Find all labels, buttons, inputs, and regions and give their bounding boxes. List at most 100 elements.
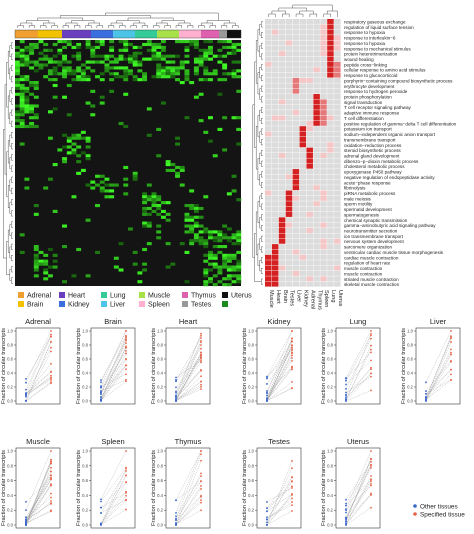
heatmap-cell xyxy=(66,151,72,155)
point-specified-tissue xyxy=(125,450,127,452)
heatmap-cell xyxy=(146,242,152,246)
heatmap-cell xyxy=(118,57,124,61)
y-tick-label: 0.2 xyxy=(82,385,88,390)
go-heatmap-cell xyxy=(334,61,341,67)
go-heatmap-cell xyxy=(320,136,327,142)
column-label-liver: Liver xyxy=(296,290,302,302)
heatmap-cell xyxy=(198,215,204,219)
heatmap-cell xyxy=(203,239,209,243)
y-axis-label: Fraction of circular transcripts xyxy=(151,328,157,404)
go-heatmap-cell xyxy=(320,83,327,89)
legend-label-brain: Brain xyxy=(27,302,43,309)
y-tick-label: 0.6 xyxy=(248,357,254,362)
heatmap-cell xyxy=(151,204,157,208)
heatmap-cell xyxy=(189,227,195,231)
paired-line xyxy=(175,358,202,392)
point-specified-tissue xyxy=(291,510,293,512)
paired-line xyxy=(345,345,372,401)
heatmap-cell xyxy=(99,101,105,105)
go-heatmap-cell xyxy=(265,281,272,287)
paired-line xyxy=(266,357,293,402)
heatmap-cell xyxy=(76,57,82,61)
point-other-tissues xyxy=(345,509,347,511)
dendrogram-branch xyxy=(62,25,69,28)
heatmap-cell xyxy=(160,209,166,213)
point-other-tissues xyxy=(425,399,427,402)
paired-line xyxy=(25,460,52,525)
heatmap-cell xyxy=(146,57,152,61)
go-term-label: adaptive immune response xyxy=(344,111,400,116)
heatmap-cell xyxy=(99,189,105,193)
go-heatmap-cell xyxy=(320,19,327,24)
go-term-label: dibenzo−p−dioxin metabolic process xyxy=(344,159,419,164)
go-heatmap-cell xyxy=(334,24,341,30)
column-label-muscle: Muscle xyxy=(268,290,274,308)
heatmap-cell xyxy=(15,116,20,120)
dendrogram-branch xyxy=(37,17,84,21)
paired-line xyxy=(25,377,52,396)
heatmap-cell xyxy=(165,242,171,246)
paired-line xyxy=(425,337,452,400)
go-heatmap-cell xyxy=(271,72,279,78)
heatmap-cell xyxy=(231,60,237,64)
go-heatmap-cell xyxy=(334,131,341,137)
point-specified-tissue xyxy=(291,467,293,470)
dendrogram-branch xyxy=(259,152,262,164)
heatmap-cell xyxy=(118,242,124,246)
heatmap-cell xyxy=(99,186,105,190)
heatmap-cell xyxy=(66,40,72,44)
go-heatmap-cell xyxy=(327,185,334,191)
heatmap-cell xyxy=(80,151,86,155)
go-heatmap-cell xyxy=(299,238,307,244)
heatmap-cell xyxy=(62,60,67,64)
point-specified-tissue xyxy=(200,359,202,362)
y-tick-label: 1.0 xyxy=(327,449,333,454)
go-heatmap-cell xyxy=(278,174,286,180)
legend-marker xyxy=(413,504,417,508)
heatmap-cell xyxy=(90,113,96,117)
go-heatmap-cell xyxy=(320,195,327,201)
heatmap-cell xyxy=(212,54,218,58)
heatmap-cell xyxy=(208,277,213,281)
paired-line xyxy=(100,381,127,401)
point-other-tissues xyxy=(100,512,102,514)
heatmap-cell xyxy=(184,212,190,216)
heatmap-cell xyxy=(236,236,242,240)
go-heatmap-cell xyxy=(313,206,320,212)
panel-frame xyxy=(256,447,302,529)
legend-swatch xyxy=(139,292,145,298)
heatmap-cell xyxy=(165,163,171,167)
heatmap-cell xyxy=(236,142,242,146)
heatmap-cell xyxy=(15,60,20,64)
dendrogram-branch xyxy=(261,96,263,103)
heatmap-cell xyxy=(15,54,20,58)
paired-line xyxy=(266,487,293,503)
heatmap-cell xyxy=(62,66,67,70)
point-other-tissues xyxy=(266,375,268,378)
go-heatmap-cell xyxy=(265,131,272,137)
paired-line xyxy=(25,463,52,526)
heatmap-cell xyxy=(203,268,209,272)
y-tick-label: 0.6 xyxy=(248,478,254,483)
dendrogram-branch xyxy=(11,132,13,139)
heatmap-cell xyxy=(170,66,176,70)
point-other-tissues xyxy=(175,391,177,394)
dendrogram-branch xyxy=(282,13,290,17)
go-heatmap-cell xyxy=(299,67,307,73)
go-heatmap-cell xyxy=(292,35,300,41)
go-term-label: response to glucocorticoid xyxy=(344,73,398,78)
heatmap-cell xyxy=(146,48,152,52)
heatmap-cell xyxy=(15,86,20,90)
heatmap-cell xyxy=(71,72,77,76)
go-heatmap-cell xyxy=(299,158,307,164)
heatmap-cell xyxy=(66,136,72,140)
y-tick-label: 0.2 xyxy=(157,508,163,513)
go-heatmap-cell xyxy=(320,190,327,196)
heatmap-cell xyxy=(184,250,190,254)
heatmap-cell xyxy=(189,224,195,228)
paired-line xyxy=(266,481,293,520)
heatmap-cell xyxy=(175,72,180,76)
y-tick-label: 0.0 xyxy=(7,523,13,528)
go-heatmap-cell xyxy=(313,281,320,287)
